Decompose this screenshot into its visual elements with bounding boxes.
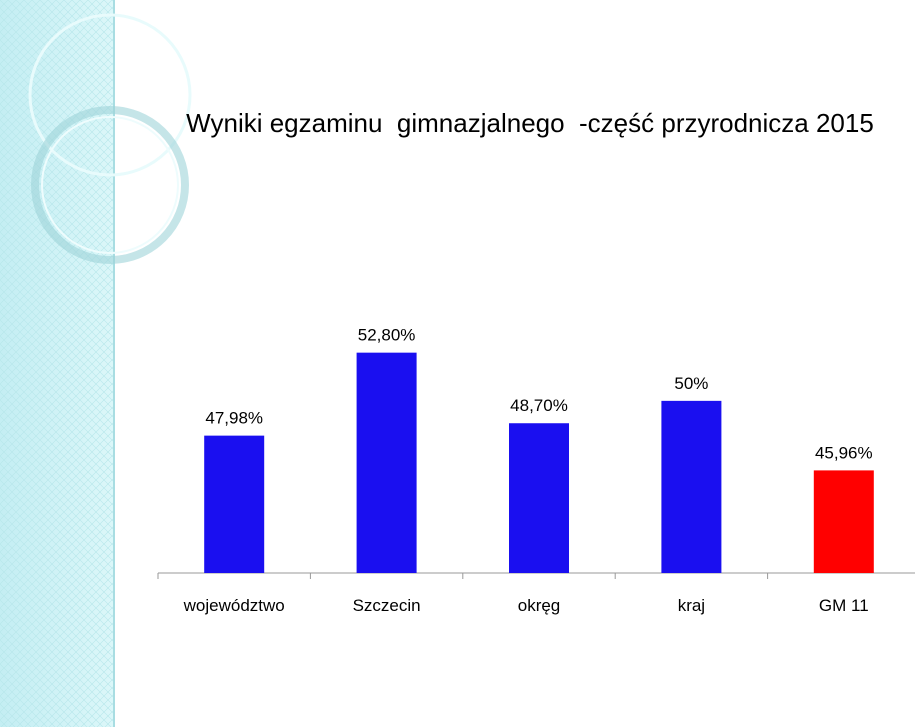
x-tick-label: Szczecin: [353, 596, 421, 615]
decoration: [0, 0, 192, 727]
x-tick-label: okręg: [518, 596, 561, 615]
data-label: 47,98%: [205, 409, 263, 428]
bar: [661, 400, 722, 573]
x-tick-label: województwo: [183, 596, 285, 615]
data-label: 52,80%: [358, 326, 416, 345]
bar: [356, 352, 417, 573]
bar: [204, 435, 265, 573]
data-label: 48,70%: [510, 396, 568, 415]
x-tick-label: kraj: [678, 596, 705, 615]
x-tick-label: GM 11: [819, 596, 869, 615]
chart-title: Wyniki egzaminu gimnazjalnego -część prz…: [186, 108, 874, 138]
bar: [509, 423, 569, 573]
data-label: 45,96%: [815, 443, 873, 462]
data-label: 50%: [674, 374, 708, 393]
bar: [813, 470, 874, 573]
